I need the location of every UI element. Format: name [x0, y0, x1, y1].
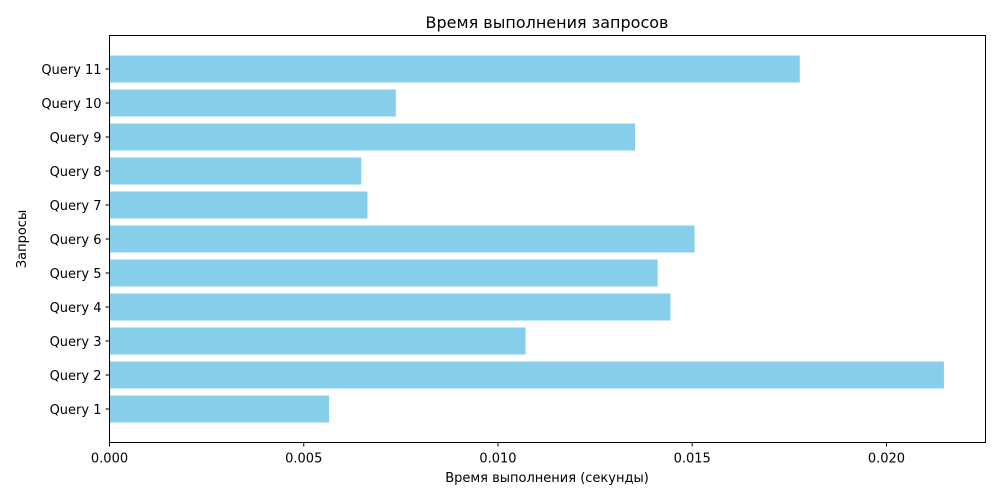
bars-group	[109, 55, 944, 423]
y-tick-label: Query 8	[50, 165, 102, 180]
chart-title: Время выполнения запросов	[426, 13, 669, 32]
bar-query-7	[109, 191, 368, 219]
bar-query-6	[109, 225, 695, 253]
y-tick-label: Query 9	[50, 131, 102, 146]
y-tick-label: Query 10	[41, 97, 101, 112]
y-tick-label: Query 1	[50, 403, 102, 418]
x-ticks-group: 0.000 0.005 0.010 0.015 0.020	[91, 442, 905, 467]
y-tick-label: Query 4	[50, 301, 102, 316]
bar-query-4	[109, 293, 671, 321]
x-tick-label: 0.000	[91, 452, 128, 467]
x-tick-label: 0.015	[674, 452, 711, 467]
y-tick-label: Query 5	[50, 267, 102, 282]
bar-query-10	[109, 89, 396, 117]
x-tick-label: 0.020	[868, 452, 905, 467]
x-tick-label: 0.005	[285, 452, 322, 467]
bar-query-1	[109, 395, 329, 423]
bar-query-2	[109, 361, 944, 389]
bar-query-8	[109, 157, 362, 185]
bar-query-9	[109, 123, 636, 151]
y-tick-label: Query 7	[50, 199, 102, 214]
y-tick-label: Query 2	[50, 369, 102, 384]
y-tick-label: Query 3	[50, 335, 102, 350]
y-tick-label: Query 6	[50, 233, 102, 248]
y-ticks-group: Query 1 Query 2 Query 3 Query 4 Query 5 Query…	[41, 63, 110, 418]
x-axis-label: Время выполнения (секунды)	[445, 471, 649, 486]
bar-query-5	[109, 259, 658, 287]
y-tick-label: Query 11	[41, 63, 101, 78]
x-tick-label: 0.010	[479, 452, 516, 467]
bar-query-3	[109, 327, 526, 355]
bar-query-11	[109, 55, 800, 83]
y-axis-label: Запросы	[15, 210, 30, 268]
